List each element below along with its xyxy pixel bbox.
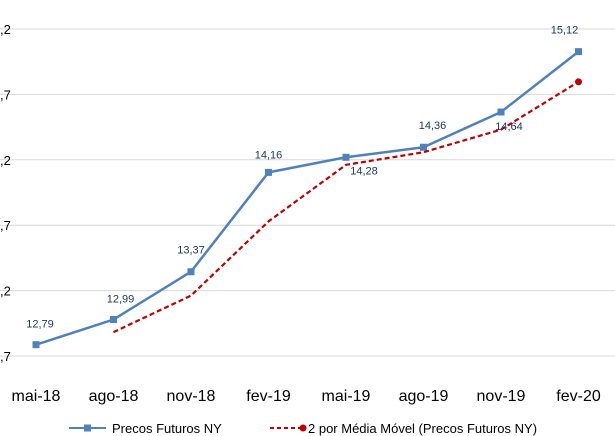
- data-label: 12,79: [26, 319, 54, 331]
- y-tick-label: ,7: [0, 218, 11, 233]
- series-lines: [32, 48, 582, 349]
- x-tick-label: mai-19: [322, 388, 371, 405]
- x-tick-label: ago-18: [89, 388, 139, 405]
- y-tick-label: ,2: [0, 284, 11, 299]
- y-tick-label: ,7: [0, 87, 11, 102]
- data-label: 14,64: [495, 121, 523, 133]
- x-tick-label: mai-18: [12, 388, 61, 405]
- legend-label-precos-futuros: Precos Futuros NY: [112, 421, 222, 436]
- legend-marker-square: [84, 424, 91, 432]
- x-tick-label: fev-19: [246, 388, 291, 405]
- data-label: 12,99: [107, 294, 135, 306]
- x-tick-label: nov-18: [167, 388, 216, 405]
- y-tick-label: ,7: [0, 349, 11, 364]
- data-point-marker: [187, 268, 195, 276]
- data-point-marker: [420, 143, 427, 151]
- x-axis-ticks: mai-18 ago-18 nov-18 fev-19 mai-19 ago-19 nov-…: [12, 388, 601, 405]
- data-label: 13,37: [177, 245, 205, 257]
- series-line-precos-futuros: [35, 50, 580, 346]
- x-tick-label: nov-19: [477, 388, 526, 405]
- data-point-marker: [265, 168, 272, 176]
- series-line-media-movel: [113, 80, 580, 334]
- gridlines: [0, 28, 615, 357]
- x-tick-label: ago-19: [399, 388, 449, 405]
- y-tick-label: ,2: [0, 153, 11, 168]
- data-point-marker: [342, 153, 350, 161]
- legend-marker-circle: [299, 424, 307, 432]
- y-tick-label: ,2: [0, 22, 11, 37]
- data-label: 15,12: [551, 25, 579, 37]
- moving-average-end-marker: [575, 78, 582, 86]
- legend: Precos Futuros NY 2 por Média Móvel (Pre…: [69, 421, 537, 436]
- data-point-marker: [110, 316, 117, 324]
- data-label: 14,16: [255, 149, 283, 161]
- data-point-marker: [575, 48, 582, 56]
- x-tick-label: fev-20: [556, 388, 601, 405]
- y-axis-ticks: ,7 ,2 ,7 ,2 ,7 ,2: [0, 22, 11, 364]
- data-labels: 12,79 12,99 13,37 14,16 14,28 14,36 14,64 15,12: [26, 25, 578, 331]
- data-label: 14,36: [419, 120, 447, 132]
- data-label: 14,28: [350, 165, 378, 177]
- data-point-marker: [32, 341, 40, 349]
- data-point-marker: [497, 108, 505, 116]
- legend-label-media-movel: 2 por Média Móvel (Precos Futuros NY): [308, 421, 537, 436]
